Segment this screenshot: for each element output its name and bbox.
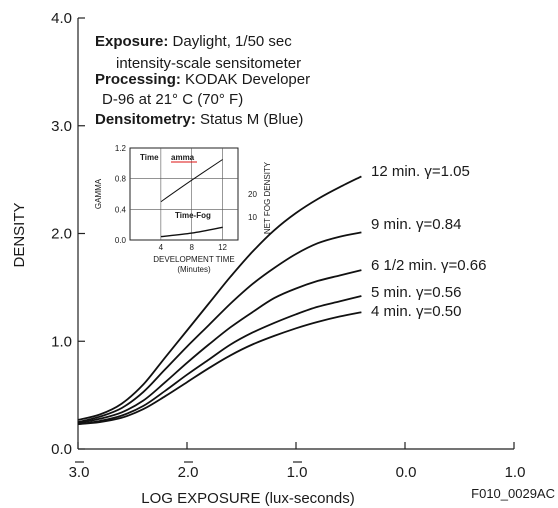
y-tick-label: 1.0 bbox=[51, 333, 72, 350]
inset-gamma-label-suffix: amma bbox=[171, 153, 195, 162]
y-tick-label: 2.0 bbox=[51, 226, 72, 243]
density-curve-4 bbox=[77, 295, 362, 426]
y-axis: 0.0 1.0 2.0 3.0 4.0 bbox=[51, 10, 85, 458]
inset-x-tick-label: 4 bbox=[159, 243, 164, 252]
inset-y-tick-label: 0.8 bbox=[115, 175, 127, 184]
x-axis: 3.0 2.0 1.0 0.0 1.0 bbox=[69, 442, 526, 481]
inset-y-tick-label: 1.2 bbox=[115, 144, 127, 153]
figure-code: F010_0029AC bbox=[471, 486, 555, 501]
y-tick-label: 4.0 bbox=[51, 10, 72, 27]
density-curve-5 bbox=[77, 311, 362, 426]
x-tick-label: 2.0 bbox=[178, 464, 199, 481]
note-line: intensity-scale sensitometer bbox=[116, 55, 301, 72]
x-tick-label: 0.0 bbox=[396, 464, 417, 481]
note-value: intensity-scale sensitometer bbox=[116, 55, 301, 72]
density-curve-3 bbox=[77, 269, 362, 424]
inset-x-axis-subtitle: (Minutes) bbox=[177, 265, 211, 274]
x-tick-label: 3.0 bbox=[69, 464, 90, 481]
gamma-curve bbox=[160, 159, 223, 203]
note-label: Densitometry: bbox=[95, 111, 196, 128]
curve-label: 6 1/2 min. γ=0.66 bbox=[371, 257, 487, 274]
y-axis-title: DENSITY bbox=[11, 202, 28, 267]
curve-label: 12 min. γ=1.05 bbox=[371, 163, 470, 180]
y-tick-label: 0.0 bbox=[51, 441, 72, 458]
curve-label: 9 min. γ=0.84 bbox=[371, 216, 461, 233]
inset-x-axis-title: DEVELOPMENT TIME bbox=[153, 255, 235, 264]
note-value: KODAK Developer bbox=[181, 71, 310, 88]
inset-right-tick-label: 20 bbox=[248, 190, 257, 199]
inset-right-axis-title: NET FOG DENSITY bbox=[263, 161, 272, 234]
x-tick-label: 1.0 bbox=[287, 464, 308, 481]
y-tick-label: 3.0 bbox=[51, 118, 72, 135]
inset-y-tick-label: 0.0 bbox=[115, 236, 127, 245]
note-line: Densitometry: Status M (Blue) bbox=[95, 111, 303, 128]
processing-notes: Exposure: Daylight, 1/50 sec intensity-sc… bbox=[95, 33, 310, 128]
note-value: Status M (Blue) bbox=[196, 111, 304, 128]
inset-fog-label: Time-Fog bbox=[175, 211, 211, 220]
note-line: Exposure: Daylight, 1/50 sec bbox=[95, 33, 292, 50]
density-curve-1 bbox=[77, 175, 362, 421]
fog-curve bbox=[160, 226, 223, 238]
density-curves: 12 min. γ=1.05 9 min. γ=0.84 6 1/2 min. γ=… bbox=[77, 163, 487, 426]
note-line: Processing: KODAK Developer bbox=[95, 71, 310, 88]
x-tick-label: 1.0 bbox=[505, 464, 526, 481]
inset-x-tick-label: 8 bbox=[189, 243, 194, 252]
inset-x-tick-label: 12 bbox=[218, 243, 227, 252]
note-label: Exposure: bbox=[95, 33, 168, 50]
note-value: D-96 at 21° C (70° F) bbox=[102, 91, 243, 108]
inset-y-tick-label: 0.4 bbox=[115, 205, 127, 214]
inset-left-axis-title: GAMMA bbox=[94, 178, 103, 209]
inset-frame bbox=[129, 147, 239, 241]
note-label: Processing: bbox=[95, 71, 181, 88]
curve-label: 5 min. γ=0.56 bbox=[371, 284, 461, 301]
inset-gamma-fog-chart: 4 8 12 0.0 0.4 0.8 1.2 10 20 Time amma Time-Fog GAMM… bbox=[94, 144, 272, 274]
curve-label: 4 min. γ=0.50 bbox=[371, 303, 461, 320]
inset-right-tick-label: 10 bbox=[248, 213, 257, 222]
x-axis-title: LOG EXPOSURE (lux-seconds) bbox=[141, 490, 354, 507]
inset-gamma-label: Time bbox=[140, 153, 159, 162]
note-value: Daylight, 1/50 sec bbox=[168, 33, 292, 50]
note-line: D-96 at 21° C (70° F) bbox=[102, 91, 243, 108]
density-curve-2 bbox=[77, 231, 362, 423]
